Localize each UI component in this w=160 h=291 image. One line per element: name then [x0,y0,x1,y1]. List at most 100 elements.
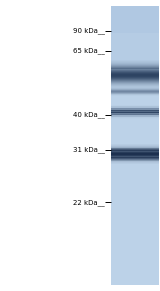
Bar [111,114,159,115]
Bar [111,168,159,169]
Bar [111,258,159,259]
Bar [111,88,159,89]
Bar [111,251,159,252]
Bar [111,114,159,115]
Bar [111,106,159,107]
Bar [111,68,159,69]
Bar [111,243,159,244]
Bar [111,154,159,155]
Bar [111,99,159,100]
Bar [111,63,159,65]
Bar [111,145,159,146]
Bar [111,71,159,72]
Bar [111,52,159,53]
Bar [111,129,159,131]
Bar [111,28,159,29]
Bar [111,253,159,254]
Bar [111,9,159,10]
Bar [111,161,159,162]
Bar [111,265,159,266]
Bar [111,262,159,264]
Bar [111,46,159,47]
Bar [111,47,159,48]
Bar [111,12,159,13]
Bar [111,254,159,255]
Bar [111,148,159,149]
Bar [111,137,159,138]
Bar [111,74,159,75]
Bar [111,21,159,23]
Bar [111,155,159,157]
Bar [111,170,159,172]
Bar [111,6,159,7]
Bar [111,152,159,153]
Bar [111,155,159,156]
Bar [111,91,159,92]
Bar [111,259,159,260]
Bar [111,40,159,41]
Bar [111,35,159,37]
Bar [111,55,159,56]
Bar [111,210,159,211]
Bar [111,255,159,256]
Bar [111,160,159,161]
Bar [111,182,159,183]
Bar [111,247,159,248]
Bar [111,156,159,158]
Bar [111,227,159,228]
Bar [111,62,159,63]
Bar [111,33,159,34]
Bar [111,87,159,88]
Bar [111,191,159,192]
Bar [111,14,159,15]
Bar [111,281,159,282]
Bar [111,111,159,112]
Bar [111,116,159,117]
Bar [111,80,159,81]
Bar [111,111,159,112]
Bar [111,200,159,201]
Bar [111,155,159,156]
Bar [111,162,159,163]
Bar [111,152,159,153]
Bar [111,171,159,173]
Bar [111,73,159,74]
Bar [111,194,159,195]
Bar [111,138,159,139]
Bar [111,84,159,85]
Bar [111,164,159,165]
Bar [111,89,159,91]
Bar [111,154,159,155]
Bar [111,173,159,174]
Bar [111,93,159,94]
Bar [111,145,159,146]
Bar [111,116,159,117]
Bar [111,61,159,62]
Bar [111,100,159,102]
Bar [111,50,159,52]
Bar [111,237,159,239]
Bar [111,91,159,93]
Bar [111,172,159,173]
Bar [111,91,159,92]
Bar [111,136,159,137]
Bar [111,128,159,130]
Bar [111,141,159,143]
Bar [111,15,159,16]
Bar [111,69,159,70]
Bar [111,146,159,147]
Bar [111,19,159,21]
Bar [111,181,159,182]
Bar [111,207,159,208]
Bar [111,79,159,80]
Bar [111,246,159,247]
Bar [111,167,159,168]
Bar [111,283,159,284]
Bar [111,145,159,146]
Bar [111,109,159,110]
Bar [111,7,159,9]
Bar [111,261,159,262]
Bar [111,156,159,157]
Bar [111,117,159,118]
Bar [111,56,159,57]
